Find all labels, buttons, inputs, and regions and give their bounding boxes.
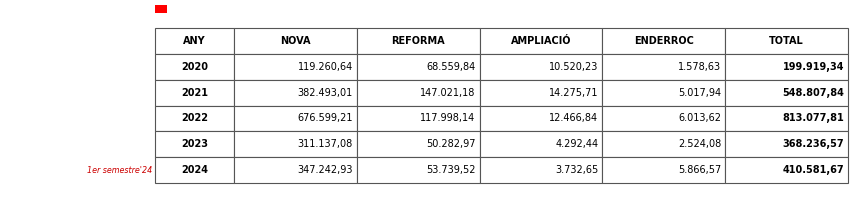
Text: 147.021,18: 147.021,18 — [420, 88, 476, 98]
Bar — [602, 131, 725, 157]
Bar — [234, 28, 357, 54]
Text: 119.260,64: 119.260,64 — [297, 62, 353, 72]
Bar — [602, 54, 725, 80]
Text: 347.242,93: 347.242,93 — [297, 165, 353, 175]
Text: 548.807,84: 548.807,84 — [782, 88, 844, 98]
Text: 2.524,08: 2.524,08 — [678, 139, 722, 149]
Text: 68.559,84: 68.559,84 — [427, 62, 476, 72]
Text: 12.466,84: 12.466,84 — [549, 113, 598, 123]
Bar — [234, 54, 357, 80]
Bar — [725, 28, 848, 54]
Text: 117.998,14: 117.998,14 — [421, 113, 476, 123]
Text: 2024: 2024 — [181, 165, 208, 175]
Bar — [357, 157, 480, 183]
Bar — [357, 54, 480, 80]
Text: ANY: ANY — [183, 36, 206, 46]
Bar — [234, 157, 357, 183]
Bar — [725, 80, 848, 106]
Text: 368.236,57: 368.236,57 — [782, 139, 844, 149]
Bar — [602, 157, 725, 183]
Text: 2020: 2020 — [181, 62, 208, 72]
Text: 5.866,57: 5.866,57 — [678, 165, 722, 175]
Bar — [357, 80, 480, 106]
Bar — [155, 28, 234, 54]
Bar — [725, 106, 848, 131]
Bar — [234, 106, 357, 131]
Bar — [234, 131, 357, 157]
Text: 382.493,01: 382.493,01 — [297, 88, 353, 98]
Bar — [155, 106, 234, 131]
Text: 4.292,44: 4.292,44 — [555, 139, 598, 149]
Bar — [480, 28, 602, 54]
Bar — [155, 54, 234, 80]
Text: NOVA: NOVA — [280, 36, 311, 46]
Text: 50.282,97: 50.282,97 — [426, 139, 476, 149]
Text: 10.520,23: 10.520,23 — [549, 62, 598, 72]
Text: 410.581,67: 410.581,67 — [782, 165, 844, 175]
Bar — [357, 106, 480, 131]
Text: TOTAL: TOTAL — [770, 36, 804, 46]
Text: AMPLIACIÓ: AMPLIACIÓ — [511, 36, 572, 46]
Text: ENDERROC: ENDERROC — [634, 36, 694, 46]
Bar — [480, 157, 602, 183]
Text: 53.739,52: 53.739,52 — [426, 165, 476, 175]
Bar — [480, 54, 602, 80]
Text: REFORMA: REFORMA — [392, 36, 445, 46]
Bar — [357, 131, 480, 157]
Bar — [480, 106, 602, 131]
Bar — [155, 131, 234, 157]
Bar — [155, 5, 167, 13]
Text: 2023: 2023 — [181, 139, 208, 149]
Bar — [602, 80, 725, 106]
Bar — [155, 80, 234, 106]
Bar — [357, 28, 480, 54]
Text: 1er semestre'24: 1er semestre'24 — [87, 166, 152, 175]
Bar — [480, 131, 602, 157]
Text: 6.013,62: 6.013,62 — [678, 113, 722, 123]
Text: 813.077,81: 813.077,81 — [782, 113, 844, 123]
Bar — [725, 54, 848, 80]
Text: 2022: 2022 — [181, 113, 208, 123]
Bar — [480, 80, 602, 106]
Text: 199.919,34: 199.919,34 — [782, 62, 844, 72]
Text: 3.732,65: 3.732,65 — [555, 165, 598, 175]
Text: 14.275,71: 14.275,71 — [549, 88, 598, 98]
Bar — [725, 131, 848, 157]
Text: 5.017,94: 5.017,94 — [678, 88, 722, 98]
Bar — [602, 28, 725, 54]
Text: 2021: 2021 — [181, 88, 208, 98]
Bar — [234, 80, 357, 106]
Bar — [602, 106, 725, 131]
Text: 1.578,63: 1.578,63 — [678, 62, 722, 72]
Bar — [155, 157, 234, 183]
Text: 311.137,08: 311.137,08 — [297, 139, 353, 149]
Text: 676.599,21: 676.599,21 — [297, 113, 353, 123]
Bar — [725, 157, 848, 183]
